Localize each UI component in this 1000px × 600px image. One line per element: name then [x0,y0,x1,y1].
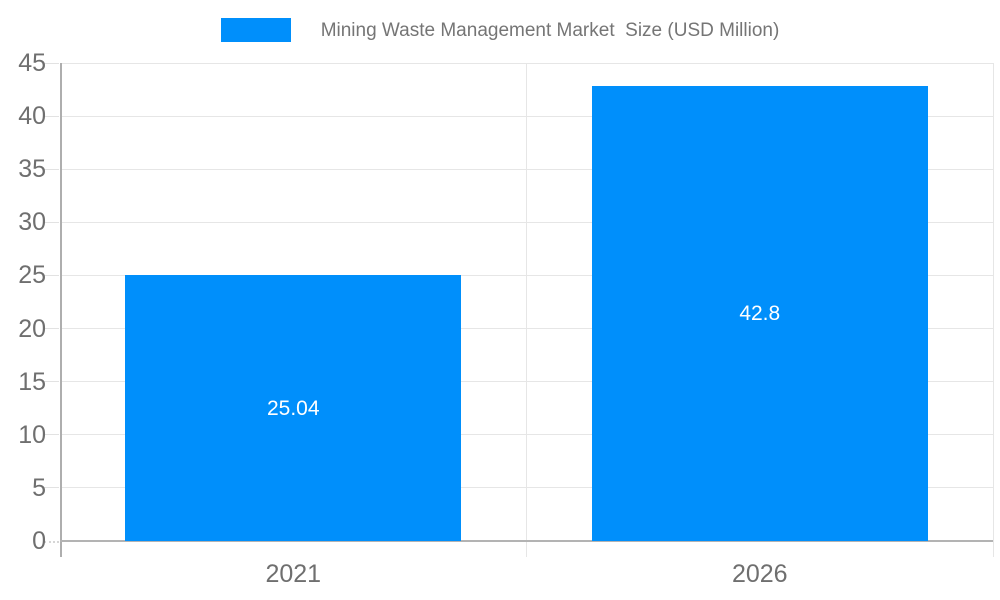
plot-area: 0 5 10 15 20 25 30 35 40 45 25.04 42.8 [18,51,994,557]
y-axis-line [60,63,62,557]
bar-2026[interactable]: 42.8 [591,86,928,541]
x-axis-label-2021: 2021 [265,560,322,588]
y-axis-tick-label: 45 [18,49,46,77]
y-axis-tick-label: 30 [18,208,46,237]
y-axis-tick-label: 40 [18,102,46,131]
x-axis-line [60,540,993,542]
chart-legend: Mining Waste Management Market Size (USD… [0,16,1000,44]
y-axis-tick [44,328,59,330]
y-axis-tick [44,62,59,64]
y-axis-tick [44,487,59,489]
y-axis-tick-label: 25 [18,261,46,290]
x-axis-label-2026: 2026 [731,560,788,588]
y-axis-tick-label: 5 [32,473,46,502]
bar-2021[interactable]: 25.04 [125,275,462,541]
y-axis-tick-label: 15 [18,367,46,396]
legend-swatch [220,18,291,42]
y-axis-tick [44,434,59,436]
legend-item[interactable]: Mining Waste Management Market Size (USD… [220,18,780,42]
y-axis-tick [44,168,59,170]
y-axis-tick-label: 20 [18,314,46,343]
y-axis-tick [44,540,59,544]
y-axis-tick-label: 10 [18,420,46,449]
y-axis-tick [44,221,59,223]
bar-value-label: 42.8 [739,302,781,326]
y-axis-tick-label: 0 [32,527,46,555]
y-axis-tick [44,274,59,276]
legend-label: Mining Waste Management Market Size (USD… [320,19,780,41]
y-axis-tick [44,381,59,383]
bar-value-label: 25.04 [266,396,320,420]
x-gridline [526,63,527,557]
y-axis-tick [44,115,59,117]
y-axis-tick-label: 35 [18,155,46,184]
x-gridline [992,63,994,557]
